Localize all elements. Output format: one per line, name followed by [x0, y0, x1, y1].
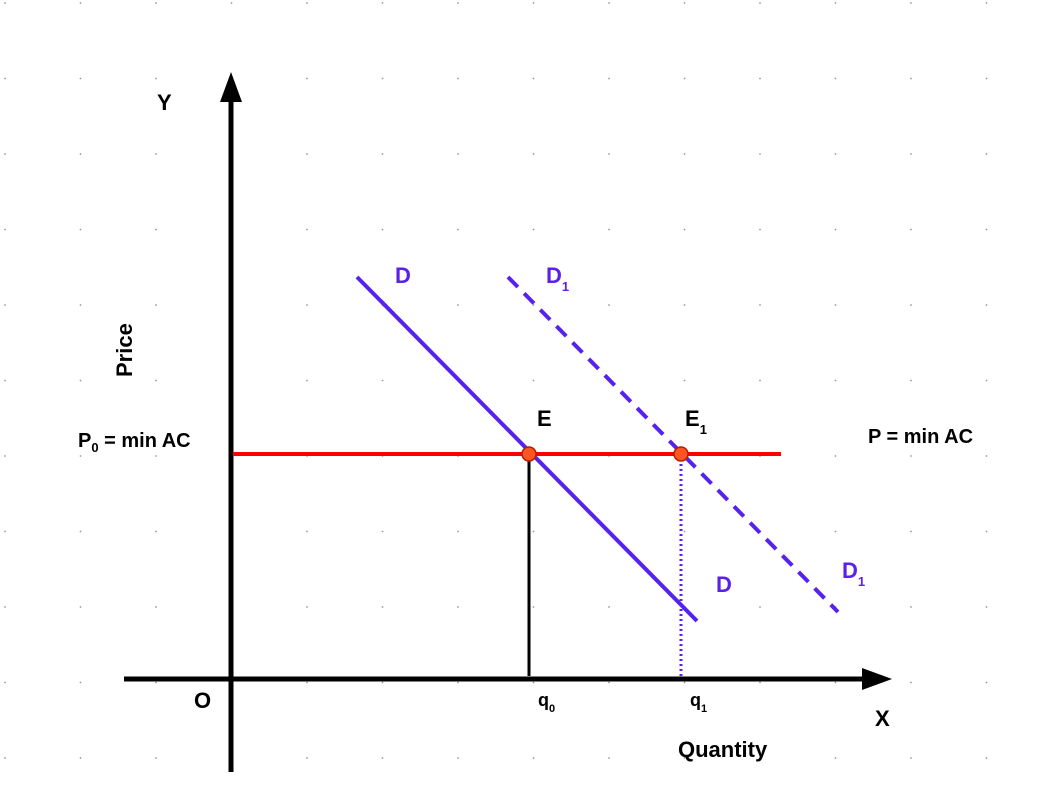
- label-sub: 0: [91, 440, 98, 455]
- label-rest: = min AC: [99, 430, 191, 452]
- price-left-label: P0 = min AC: [78, 430, 191, 455]
- label-sub: 1: [858, 574, 865, 589]
- q1-label: q1: [690, 690, 707, 715]
- demand1-bottom-label: D1: [842, 558, 865, 589]
- demand-bottom-label: D: [716, 572, 732, 597]
- price-right-label: P = min AC: [868, 426, 973, 448]
- y-axis-label: Y: [157, 90, 172, 115]
- label-sub: 1: [700, 422, 707, 437]
- q0-label: q0: [538, 690, 555, 715]
- label-main: D: [546, 263, 562, 288]
- x-title: Quantity: [678, 737, 768, 762]
- equilibrium-point: [521, 446, 537, 462]
- label-main: E: [685, 406, 700, 431]
- label-main: q: [538, 690, 549, 710]
- equilibrium1-label: E1: [685, 406, 707, 437]
- x-axis-label: X: [875, 706, 890, 731]
- label-sub: 0: [549, 703, 555, 715]
- label-sub: 1: [701, 703, 707, 715]
- x-arrow: [862, 668, 892, 690]
- demand1-curve: [506, 275, 840, 614]
- label-main: D: [842, 558, 858, 583]
- label-main: P: [78, 430, 91, 452]
- origin-label: O: [194, 688, 211, 713]
- demand1-top-label: D1: [546, 263, 569, 294]
- y-title: Price: [112, 323, 137, 377]
- equilibrium-label: E: [537, 406, 552, 431]
- equilibrium1-point: [673, 446, 689, 462]
- label-main: q: [690, 690, 701, 710]
- label-sub: 1: [562, 279, 569, 294]
- y-arrow: [220, 72, 242, 102]
- demand-top-label: D: [395, 263, 411, 288]
